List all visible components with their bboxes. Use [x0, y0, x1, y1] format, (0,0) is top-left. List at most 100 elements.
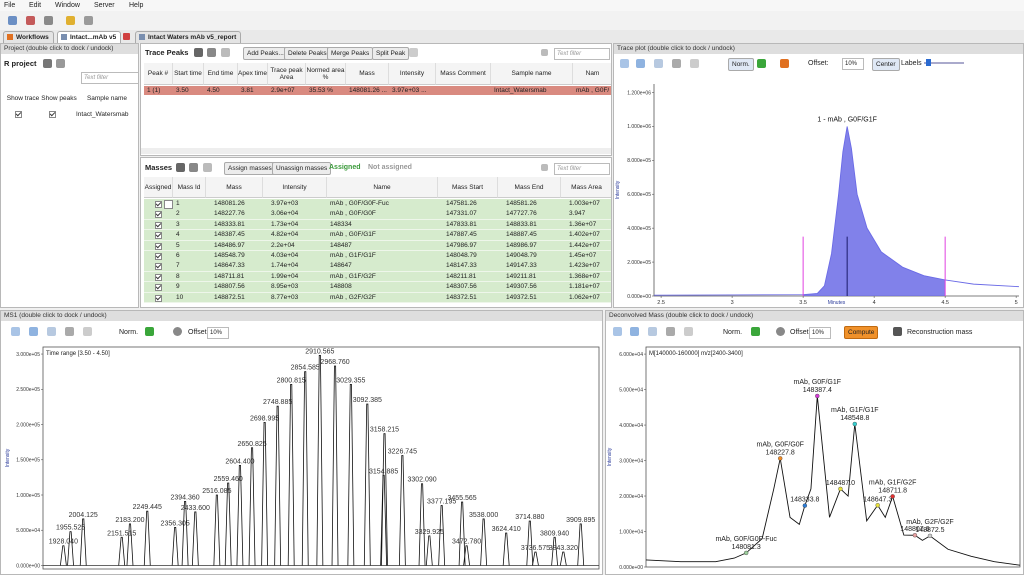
scrollbar[interactable]: [141, 148, 611, 154]
toolbar-button[interactable]: Add Peaks...: [243, 47, 288, 60]
view-icon[interactable]: [176, 163, 185, 172]
view-icon[interactable]: [194, 48, 203, 57]
menu-item[interactable]: Edit: [29, 2, 41, 9]
toolbar-button[interactable]: Merge Peaks: [327, 47, 373, 60]
checkbox[interactable]: [155, 284, 162, 291]
y-tick-label: 1.000e+06: [627, 124, 651, 130]
compute-button[interactable]: Compute: [844, 326, 878, 339]
tab-close[interactable]: [123, 33, 130, 40]
zoom-icon[interactable]: [630, 327, 639, 336]
toolbar-icon[interactable]: [44, 16, 53, 25]
reset-icon[interactable]: [690, 59, 699, 68]
view-icon[interactable]: [43, 59, 52, 68]
line-icon[interactable]: [780, 59, 789, 68]
peak-label: 3092.385: [353, 397, 382, 404]
offset-input[interactable]: 10%: [842, 58, 864, 70]
checkbox[interactable]: [155, 222, 162, 229]
text-filter[interactable]: Text filter: [554, 163, 610, 175]
column-header: Mass: [346, 63, 389, 85]
panel-title: Deconvolved Mass (double click to dock /…: [606, 311, 1023, 321]
norm-button[interactable]: Norm.: [723, 329, 742, 336]
filter-icon[interactable]: [541, 164, 548, 171]
zoom-icon[interactable]: [654, 59, 663, 68]
offset-input[interactable]: 10%: [809, 327, 831, 339]
column-header: Peak #: [144, 63, 173, 85]
peak-label: 2650.825: [237, 441, 266, 448]
y-tick-label: 1.200e+06: [627, 90, 651, 96]
tab[interactable]: Intact...mAb v5: [57, 31, 121, 43]
annotation: M[140000-160000] m/z[2400-3400]: [649, 351, 743, 357]
checkbox[interactable]: [49, 111, 56, 118]
pan-icon[interactable]: [65, 327, 74, 336]
tab[interactable]: Intact Waters mAb v5_report: [135, 31, 241, 43]
checkbox[interactable]: [155, 211, 162, 218]
zoom-icon[interactable]: [29, 327, 38, 336]
reset-icon[interactable]: [684, 327, 693, 336]
settings-icon[interactable]: [173, 327, 182, 336]
reset-icon[interactable]: [83, 327, 92, 336]
zoom-icon[interactable]: [613, 327, 622, 336]
view-icon[interactable]: [221, 48, 230, 57]
view-icon[interactable]: [189, 163, 198, 172]
toolbar-icon[interactable]: [26, 16, 35, 25]
add-icon[interactable]: [145, 327, 154, 336]
checkbox[interactable]: [155, 232, 162, 239]
peak-label: 2854.585: [291, 365, 320, 372]
table-cell: 148647: [327, 262, 438, 269]
view-icon[interactable]: [203, 163, 212, 172]
toolbar-button[interactable]: Assign masses: [224, 162, 276, 175]
peak-label: 3909.895: [566, 517, 595, 524]
zoom-icon[interactable]: [648, 327, 657, 336]
view-icon[interactable]: [56, 59, 65, 68]
filter-icon[interactable]: [541, 49, 548, 56]
checkbox[interactable]: [155, 253, 162, 260]
toolbar-button[interactable]: Split Peak: [372, 47, 409, 60]
zoom-icon[interactable]: [620, 59, 629, 68]
add-icon[interactable]: [757, 59, 766, 68]
toolbar-button[interactable]: Delete Peaks: [284, 47, 331, 60]
toolbar-icon[interactable]: [66, 16, 75, 25]
checkbox[interactable]: [155, 274, 162, 281]
norm-button[interactable]: Norm.: [728, 58, 754, 71]
section-title: Masses: [145, 163, 172, 172]
view-icon[interactable]: [207, 48, 216, 57]
mode-select[interactable]: Reconstruction mass: [907, 329, 972, 336]
pan-icon[interactable]: [666, 327, 675, 336]
checkbox[interactable]: [155, 295, 162, 302]
center-button[interactable]: Center: [872, 58, 900, 71]
zoom-icon[interactable]: [47, 327, 56, 336]
mode-icon[interactable]: [893, 327, 902, 336]
table-cell: 147833.81: [438, 221, 498, 228]
toolbar-icon[interactable]: [8, 16, 17, 25]
slider-handle[interactable]: [926, 59, 931, 66]
offset-input[interactable]: 10%: [207, 327, 229, 339]
checkbox[interactable]: [155, 243, 162, 250]
menu-item[interactable]: Server: [94, 2, 115, 9]
zoom-icon[interactable]: [11, 327, 20, 336]
text-filter[interactable]: Text filter: [554, 48, 610, 60]
checkbox[interactable]: [155, 201, 162, 208]
text-filter[interactable]: Text filter: [81, 72, 139, 84]
menu-item[interactable]: Help: [129, 2, 143, 9]
tab[interactable]: Workflows: [3, 31, 54, 43]
y-tick-label: 0.000e+00: [16, 563, 40, 569]
settings-icon[interactable]: [776, 327, 785, 336]
checkbox[interactable]: [15, 111, 22, 118]
help-icon[interactable]: [409, 48, 418, 57]
toolbar-icon[interactable]: [84, 16, 93, 25]
column-header: Show peaks: [41, 88, 77, 108]
checkbox[interactable]: [155, 263, 162, 270]
add-icon[interactable]: [751, 327, 760, 336]
menu-item[interactable]: File: [4, 2, 15, 9]
table-cell: 3: [173, 221, 206, 228]
filter-toggle[interactable]: Not assigned: [368, 164, 412, 171]
pan-icon[interactable]: [672, 59, 681, 68]
plot: 0.000e+002.000e+054.000e+056.000e+058.00…: [614, 72, 1023, 308]
menu-item[interactable]: Window: [55, 2, 80, 9]
tab-icon: [139, 34, 145, 40]
zoom-icon[interactable]: [636, 59, 645, 68]
norm-button[interactable]: Norm.: [119, 329, 138, 336]
peak-label: 2183.200: [115, 517, 144, 524]
filter-toggle[interactable]: Assigned: [329, 164, 361, 171]
toolbar-button[interactable]: Unassign masses: [272, 162, 331, 175]
